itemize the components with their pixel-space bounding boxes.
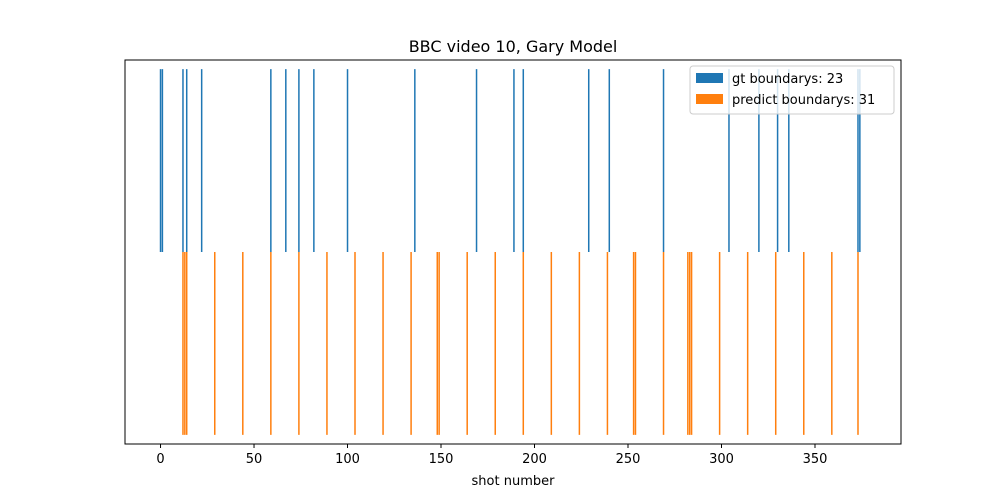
gt-boundary-bar-3	[185, 69, 188, 252]
legend-box	[689, 65, 895, 115]
gt-boundary-bar-12	[513, 69, 515, 252]
gt-boundary-bar-6	[285, 69, 287, 252]
x-tick-label: 300	[709, 452, 734, 467]
predict-boundary-bar-23	[688, 252, 691, 435]
predict-boundary-bar-2	[185, 252, 188, 435]
gt-boundary-bar-20	[788, 69, 790, 252]
predict-boundary-bar-3	[214, 252, 216, 435]
predict-boundary-bar-21	[662, 252, 665, 435]
predict-boundary-bar-12	[438, 252, 440, 435]
gt-boundary-bar-22	[859, 69, 861, 252]
predict-boundary-bar-16	[550, 252, 553, 435]
predict-boundary-bar-19	[632, 252, 635, 435]
x-tick-label: 150	[429, 452, 454, 467]
predict-boundary-bar-4	[242, 252, 244, 435]
gt-boundary-bar-1	[161, 69, 164, 252]
gt-boundary-bar-17	[728, 69, 730, 252]
predict-boundary-bar-15	[522, 252, 525, 435]
x-tick-label: 100	[335, 452, 360, 467]
gt-boundary-bar-16	[662, 69, 665, 252]
gt-boundary-bar-19	[776, 69, 779, 252]
predict-boundary-bar-14	[494, 252, 496, 435]
gt-boundary-bar-4	[200, 69, 203, 252]
predict-boundary-bar-20	[634, 252, 637, 435]
gt-boundary-bar-8	[313, 69, 315, 252]
gt-boundary-bar-15	[608, 69, 611, 252]
x-axis-label: shot number	[472, 474, 556, 489]
predict-boundary-bar-29	[831, 252, 833, 435]
bars-group	[159, 69, 861, 435]
legend-label-gt: gt boundarys: 23	[732, 72, 843, 87]
predict-boundary-bar-0	[182, 252, 184, 435]
gt-boundary-bar-9	[346, 69, 349, 252]
predict-boundary-bar-8	[354, 252, 356, 435]
predict-boundary-bar-25	[718, 252, 721, 435]
x-axis-ticks: 0 50 100 150 200 250 300 350	[156, 444, 827, 467]
predict-boundary-bar-5	[270, 252, 272, 435]
legend-swatch-gt	[696, 73, 723, 83]
legend: gt boundarys: 23 predict boundarys: 31	[689, 65, 895, 115]
gt-boundary-bar-10	[414, 69, 416, 252]
predict-boundary-bar-28	[803, 252, 805, 435]
predict-boundary-bar-9	[382, 252, 384, 435]
legend-swatch-predict	[696, 94, 723, 104]
chart-title: BBC video 10, Gary Model	[409, 37, 618, 56]
predict-boundary-bar-18	[606, 252, 609, 435]
gt-boundary-bar-5	[270, 69, 272, 252]
x-tick-label: 200	[522, 452, 547, 467]
predict-boundary-bar-30	[857, 252, 859, 435]
legend-label-predict: predict boundarys: 31	[732, 93, 875, 108]
predict-boundary-bar-10	[410, 252, 412, 435]
gt-boundary-bar-14	[587, 69, 590, 252]
predict-boundary-bar-7	[326, 252, 328, 435]
gt-boundary-bar-0	[159, 69, 162, 252]
predict-boundary-bar-11	[436, 252, 439, 435]
predict-boundary-bar-27	[774, 252, 777, 435]
gt-boundary-bar-11	[475, 69, 478, 252]
predict-boundary-bar-26	[746, 252, 749, 435]
predict-boundary-bar-13	[466, 252, 468, 435]
x-tick-label: 0	[156, 452, 164, 467]
predict-boundary-bar-17	[578, 252, 581, 435]
gt-boundary-bar-21	[857, 69, 859, 252]
plot-frame	[124, 59, 902, 445]
predict-boundary-bar-22	[687, 252, 689, 435]
gt-boundary-bar-18	[758, 69, 760, 252]
gt-boundary-bar-2	[182, 69, 184, 252]
predict-boundary-bar-6	[298, 252, 300, 435]
gt-boundary-bar-7	[298, 69, 300, 252]
predict-boundary-bar-1	[184, 252, 186, 435]
x-tick-label: 250	[616, 452, 641, 467]
gt-boundary-bar-13	[522, 69, 525, 252]
predict-boundary-bar-24	[690, 252, 693, 435]
x-tick-label: 50	[246, 452, 263, 467]
x-tick-label: 350	[803, 452, 828, 467]
